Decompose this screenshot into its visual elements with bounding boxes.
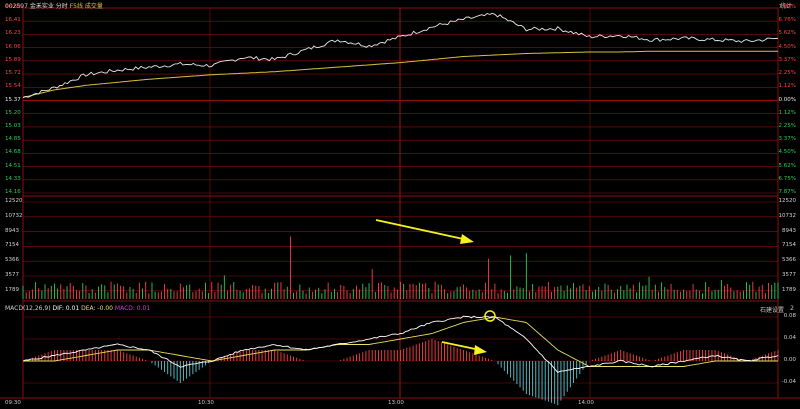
volume-tick-label: 8943 [5, 227, 19, 234]
pct-tick-label: 0.00% [778, 96, 796, 103]
indicator-menu[interactable]: F5线 成交量 [69, 3, 103, 10]
pct-tick-label: 7.87% [778, 189, 796, 195]
price-tick-label: 16.41 [5, 17, 21, 24]
price-tick-label: 16.23 [5, 30, 21, 37]
annotation-arrow [375, 219, 469, 241]
macd-tick-label: 0.08 [783, 313, 796, 319]
macd-tick-label: 0.00 [783, 357, 796, 363]
pct-tick-label: 6.75% [778, 175, 796, 182]
pct-tick-label: 2.25% [778, 122, 796, 129]
time-tick-label: 13:00 [388, 400, 404, 406]
stats-button[interactable]: 统计 [779, 3, 792, 10]
volume-tick-label: 7154 [5, 242, 19, 249]
time-tick-label: 09:30 [5, 400, 21, 406]
macd-annotation-arrow [441, 341, 481, 351]
price-tick-label: 16.60 [5, 4, 21, 10]
macd-tick-label: 0.04 [783, 335, 796, 341]
volume-tick-label-right: 7154 [782, 242, 796, 249]
macd-header: MACD(12,26,9) DIF: 0.01 DEA: -0.00 MACD:… [5, 305, 150, 312]
volume-tick-label: 12520 [5, 198, 23, 204]
dea-value: DEA: -0.00 [81, 305, 113, 312]
pct-tick-label: 7.97% [778, 4, 796, 10]
volume-tick-label-right: 5366 [782, 257, 796, 264]
annotation-circle [484, 310, 496, 322]
volume-tick-label-right: 10732 [778, 212, 797, 219]
time-tick-label: 14:00 [578, 400, 594, 406]
pct-tick-label: 2.25% [778, 70, 796, 77]
pct-tick-label: 3.37% [778, 136, 796, 143]
pct-tick-label: 3.37% [778, 56, 796, 63]
price-tick-label: 15.72 [5, 70, 21, 77]
dif-value: DIF: 0.01 [52, 305, 80, 312]
macd-settings-num: 2 [790, 305, 794, 312]
stock-name: 金禾实业 [29, 3, 54, 10]
price-tick-label: 14.68 [5, 149, 21, 156]
price-tick-label: 15.54 [5, 83, 21, 90]
price-tick-label: 14.51 [5, 162, 21, 169]
macd-title: MACD(12,26,9) [5, 305, 51, 312]
price-tick-label: 15.20 [5, 109, 21, 116]
avg-price-line [22, 50, 778, 98]
volume-tick-label-right: 3577 [782, 272, 796, 278]
price-tick-label: 14.16 [5, 189, 21, 195]
macd-annotation-arrowhead [474, 345, 487, 355]
macd-value: MACD: 0.01 [114, 305, 151, 312]
pct-tick-label: 5.62% [778, 162, 796, 169]
mode-label[interactable]: 分时 [55, 3, 68, 10]
pct-tick-label: 4.50% [778, 43, 796, 50]
price-line [22, 12, 779, 98]
annotation-arrowhead [460, 234, 474, 244]
price-tick-label: 15.89 [5, 56, 21, 63]
macd-settings-button[interactable]: 石建设置 [759, 307, 784, 314]
dif-line [22, 315, 779, 373]
volume-tick-label: 5366 [5, 257, 19, 264]
macd-tick-label: -0.04 [781, 379, 796, 385]
volume-tick-label: 3577 [5, 272, 19, 278]
price-tick-label: 15.03 [5, 122, 21, 129]
pct-tick-label: 4.50% [778, 149, 796, 156]
volume-tick-label-right: 1789 [782, 286, 796, 293]
price-tick-label: 14.85 [5, 136, 21, 143]
pct-tick-label: 6.76% [778, 17, 796, 24]
header-bar: 002597 金禾实业 分时 F5线 成交量 [5, 1, 103, 10]
price-tick-label: 15.37 [5, 96, 21, 103]
pct-tick-label: 5.62% [778, 30, 796, 37]
volume-tick-label-right: 12520 [778, 198, 797, 204]
volume-tick-label-right: 8943 [782, 227, 796, 234]
pct-tick-label: 1.12% [778, 83, 796, 90]
volume-tick-label: 10732 [5, 212, 23, 219]
price-tick-label: 14.33 [5, 175, 21, 182]
price-tick-label: 16.06 [5, 43, 21, 50]
stock-code: 002597 [5, 3, 28, 10]
time-tick-label: 10:30 [198, 400, 214, 406]
pct-tick-label: 1.12% [778, 109, 796, 116]
volume-tick-label: 1789 [5, 286, 19, 293]
